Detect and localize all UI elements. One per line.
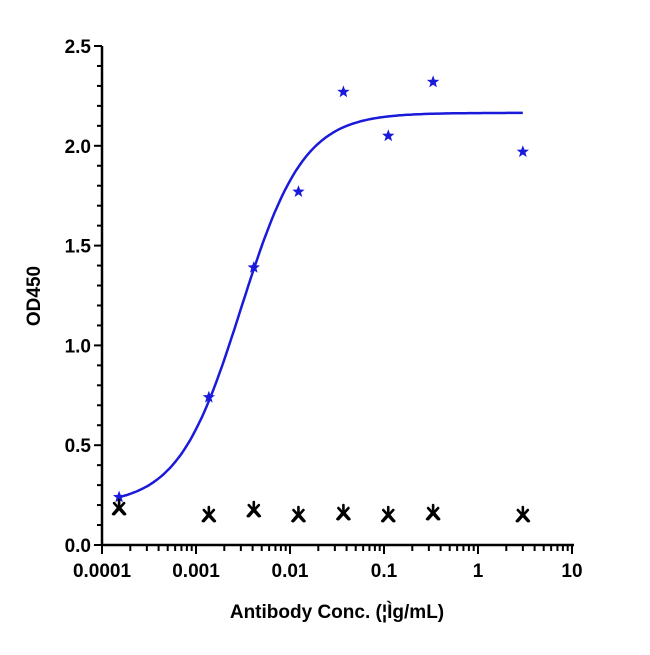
data-point-asterisk bbox=[201, 505, 217, 523]
y-tick-label: 2.5 bbox=[65, 37, 92, 58]
x-tick-label: 0.0001 bbox=[73, 561, 132, 582]
data-point-asterisk bbox=[111, 498, 127, 516]
fit-curves bbox=[118, 111, 523, 499]
data-point-asterisk bbox=[380, 505, 396, 523]
data-point-asterisk bbox=[246, 500, 262, 518]
asterisk-arm bbox=[112, 501, 126, 516]
x-tick-label: 0.1 bbox=[371, 561, 398, 582]
asterisk-arm bbox=[292, 508, 305, 523]
data-point-star bbox=[202, 390, 215, 403]
data-point-star bbox=[337, 85, 350, 98]
data-point-asterisk bbox=[291, 505, 306, 523]
asterisk-arm bbox=[337, 506, 350, 521]
y-tick-label: 0.5 bbox=[65, 436, 92, 457]
data-point-star bbox=[516, 145, 529, 157]
data-point-star bbox=[292, 185, 305, 197]
y-tick-label: 1.0 bbox=[65, 336, 91, 357]
x-tick-label: 0.001 bbox=[172, 561, 220, 582]
x-tick-label: 1 bbox=[473, 561, 484, 582]
data-point-asterisk bbox=[425, 503, 441, 521]
x-tick-label: 0.01 bbox=[272, 561, 309, 582]
fit-curve bbox=[118, 111, 523, 499]
x-tick-label: 10 bbox=[561, 561, 582, 582]
y-tick-label: 0.0 bbox=[65, 536, 91, 557]
asterisk-arm bbox=[202, 508, 216, 523]
y-tick-label: 2.0 bbox=[65, 137, 91, 158]
data-point-asterisk bbox=[515, 505, 531, 523]
data-points bbox=[111, 75, 531, 523]
data-point-star bbox=[426, 75, 440, 88]
asterisk-arm bbox=[247, 503, 261, 518]
asterisk-arm bbox=[426, 506, 440, 521]
asterisk-arm bbox=[381, 508, 395, 523]
x-axis-label: Antibody Conc. (¦Ìg/mL) bbox=[230, 601, 444, 623]
data-point-star bbox=[112, 490, 126, 503]
data-point-star bbox=[247, 261, 260, 273]
y-axis-label: OD450 bbox=[24, 266, 45, 326]
y-tick-label: 1.5 bbox=[65, 237, 92, 258]
asterisk-arm bbox=[516, 508, 530, 523]
data-point-asterisk bbox=[336, 503, 351, 521]
axes: 0.0 0.5 1.0 1.5 2.0 2.5 0.0001 0.001 0.01 0.1 1 10 bbox=[65, 37, 583, 582]
data-point-star bbox=[382, 129, 395, 142]
